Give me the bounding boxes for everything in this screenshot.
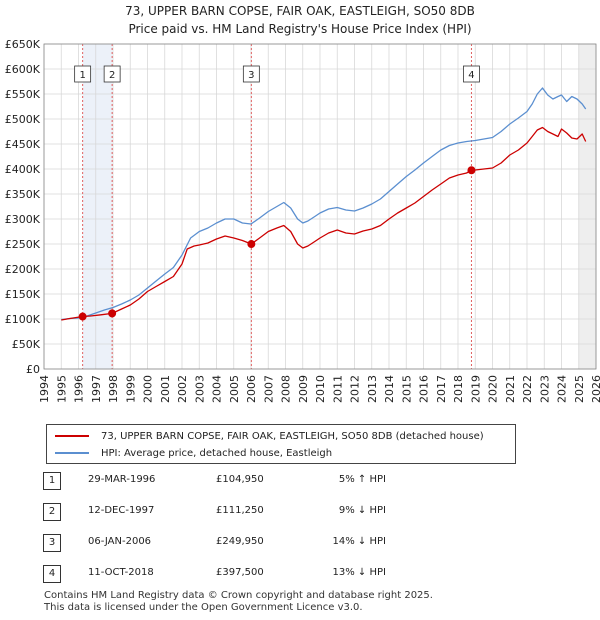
sale-date: 11-OCT-2018 — [88, 567, 154, 578]
x-tick-label: 2000 — [142, 375, 155, 403]
y-tick-label: £50K — [12, 338, 41, 351]
y-tick-label: £300K — [5, 213, 41, 226]
sale-price: £104,950 — [216, 474, 264, 485]
sale-number-label: 3 — [248, 70, 254, 81]
x-tick-label: 2023 — [538, 375, 551, 403]
x-tick-label: 2018 — [452, 375, 465, 403]
y-tick-label: £350K — [5, 188, 41, 201]
x-tick-label: 1997 — [90, 375, 103, 403]
sale-price: £111,250 — [216, 505, 264, 516]
y-tick-label: £450K — [5, 138, 41, 151]
sale-point — [247, 240, 256, 249]
y-tick-label: £650K — [5, 38, 41, 51]
x-tick-label: 1995 — [55, 375, 68, 403]
price-chart: £0 £50K £100K £150K £200K £250K £300K £350K £400… — [5, 38, 600, 403]
sale-number: 3 — [43, 534, 61, 552]
hpi-line — [61, 87, 587, 321]
x-tick-label: 2003 — [193, 375, 206, 403]
y-tick-label: £150K — [5, 288, 41, 301]
x-tick-label: 2007 — [262, 375, 275, 403]
plot-frame — [43, 43, 597, 370]
x-tick-label: 2022 — [521, 375, 534, 403]
sale-number-box — [103, 65, 121, 83]
legend: 73, UPPER BARN COPSE, FAIR OAK, EASTLEIG… — [46, 424, 516, 464]
sale-number-box — [463, 65, 480, 83]
footer-license: This data is licensed under the Open Gov… — [44, 602, 363, 613]
legend-item-hpi: HPI: Average price, detached house, East… — [55, 445, 332, 461]
sale-price: £249,950 — [216, 536, 264, 547]
sale-number-box — [74, 65, 92, 83]
x-tick-label: 2006 — [245, 375, 258, 403]
sale-date: 29-MAR-1996 — [88, 474, 156, 485]
x-tick-label: 2021 — [504, 375, 517, 403]
legend-item-property: 73, UPPER BARN COPSE, FAIR OAK, EASTLEIG… — [55, 428, 484, 444]
chart-title: 73, UPPER BARN COPSE, FAIR OAK, EASTLEIG… — [125, 4, 475, 18]
sale-point — [467, 166, 476, 175]
y-tick-label: £200K — [5, 263, 41, 276]
x-tick-label: 2026 — [590, 375, 600, 403]
sale-number: 2 — [43, 503, 61, 521]
y-tick-label: £600K — [5, 63, 41, 76]
x-tick-label: 2019 — [469, 375, 482, 403]
forecast-region — [578, 44, 596, 369]
sale-row: 4 11-OCT-2018 £397,500 13% ↓ HPI — [40, 565, 460, 583]
sale-price: £397,500 — [216, 567, 264, 578]
x-tick-label: 2017 — [435, 375, 448, 403]
sale-number: 1 — [43, 472, 61, 490]
x-tick-label: 2010 — [314, 375, 327, 403]
y-tick-label: £100K — [5, 313, 41, 326]
sale-number-label: 4 — [468, 70, 474, 81]
x-tick-label: 2020 — [487, 375, 500, 403]
y-tick-label: £500K — [5, 113, 41, 126]
legend-swatch-property — [55, 435, 89, 437]
x-tick-label: 2011 — [331, 375, 344, 403]
sale-date: 06-JAN-2006 — [88, 536, 152, 547]
sale-number-label: 1 — [79, 70, 85, 81]
sale-hpi-diff: 9% ↓ HPI — [338, 505, 386, 516]
x-tick-label: 1998 — [107, 375, 120, 403]
y-tick-label: £400K — [5, 163, 41, 176]
sale-number: 4 — [43, 565, 61, 583]
sale-hpi-diff: 13% ↓ HPI — [332, 567, 386, 578]
legend-label-property: 73, UPPER BARN COPSE, FAIR OAK, EASTLEIG… — [101, 430, 484, 442]
x-tick-label: 2002 — [176, 375, 189, 403]
sale-row: 3 06-JAN-2006 £249,950 14% ↓ HPI — [40, 534, 460, 552]
y-tick-label: £0 — [26, 363, 40, 376]
x-tick-label: 2009 — [297, 375, 310, 403]
x-tick-label: 2016 — [418, 375, 431, 403]
sale-hpi-diff: 5% ↑ HPI — [338, 474, 386, 485]
x-tick-label: 2005 — [228, 375, 241, 403]
property-price-line — [61, 126, 587, 321]
chart-subtitle: Price paid vs. HM Land Registry's House … — [128, 22, 472, 36]
ownership-band — [82, 44, 113, 369]
y-tick-label: £250K — [5, 238, 41, 251]
x-tick-label: 1999 — [124, 375, 137, 403]
x-tick-label: 2004 — [211, 375, 224, 403]
x-tick-label: 1994 — [38, 375, 51, 403]
x-tick-label: 2008 — [280, 375, 293, 403]
sale-row: 1 29-MAR-1996 £104,950 5% ↑ HPI — [40, 472, 460, 490]
legend-swatch-hpi — [55, 452, 89, 454]
sale-row: 2 12-DEC-1997 £111,250 9% ↓ HPI — [40, 503, 460, 521]
x-tick-label: 1996 — [73, 375, 86, 403]
sale-point — [108, 309, 117, 318]
sale-date: 12-DEC-1997 — [88, 505, 155, 516]
x-tick-label: 2001 — [159, 375, 172, 403]
x-tick-label: 2013 — [366, 375, 379, 403]
sale-number-box — [242, 65, 260, 83]
sale-hpi-diff: 14% ↓ HPI — [332, 536, 386, 547]
legend-label-hpi: HPI: Average price, detached house, East… — [101, 447, 333, 459]
x-tick-label: 2012 — [349, 375, 362, 403]
y-tick-label: £550K — [5, 88, 41, 101]
sale-point — [78, 312, 87, 321]
sale-number-label: 2 — [109, 70, 115, 81]
x-tick-label: 2015 — [400, 375, 413, 403]
x-tick-label: 2025 — [573, 375, 586, 403]
x-tick-label: 2024 — [556, 375, 569, 403]
x-tick-label: 2014 — [383, 375, 396, 403]
footer-copyright: Contains HM Land Registry data © Crown c… — [44, 590, 433, 601]
